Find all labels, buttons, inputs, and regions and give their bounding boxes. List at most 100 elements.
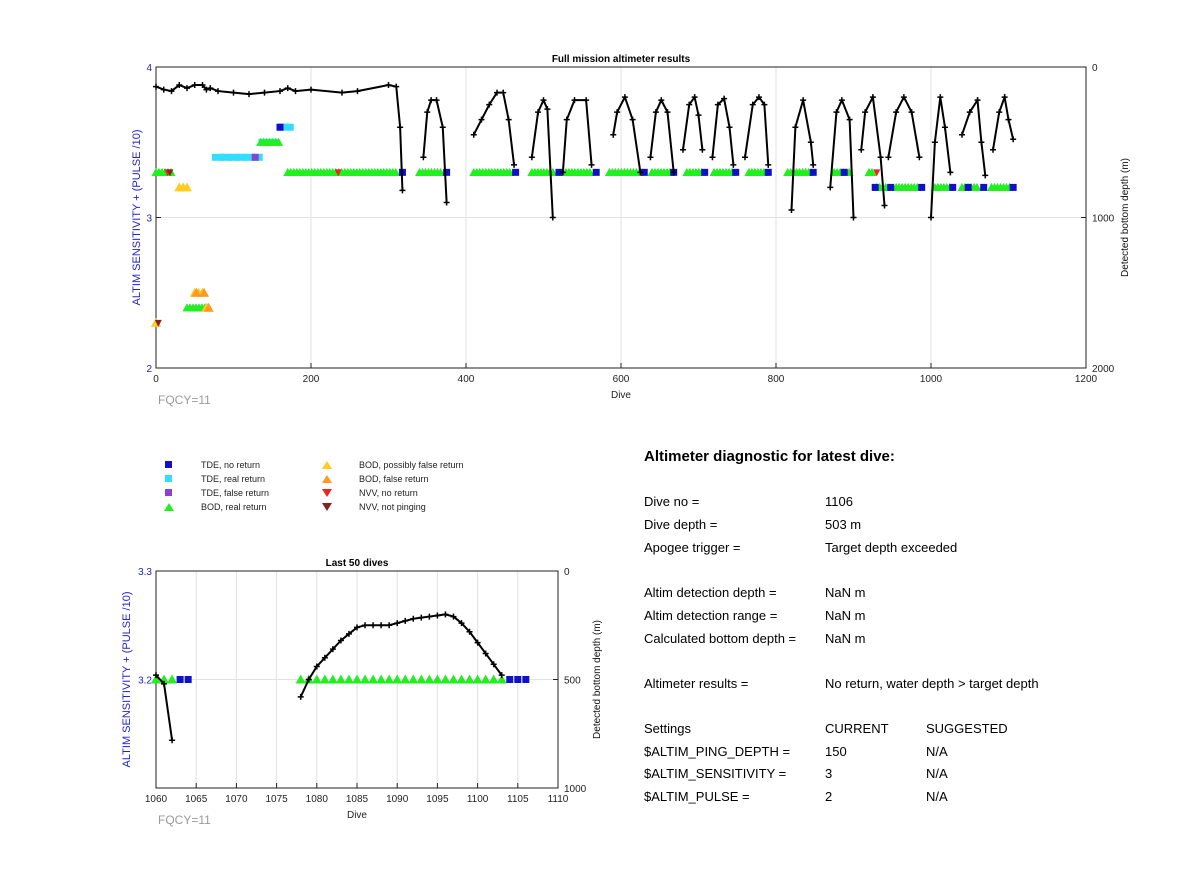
legend-label: BOD, real return [201,502,267,512]
depth-point [850,214,857,221]
diagnostic-label: Altimeter results = [644,676,749,691]
depth-point [833,109,840,116]
setting-label: $ALTIM_PING_DEPTH = [644,744,791,759]
depth-point [474,639,481,646]
nvv-not-pinging-marker [166,169,174,177]
x-tick-label: 800 [768,374,785,385]
y2-axis-label: Detected bottom depth (m) [592,620,603,739]
tde-no-return-marker [701,168,709,176]
x-tick-label: 1065 [185,794,208,805]
y-axis-label: ALTIM SENSITIVITY + (PULSE /10) [121,592,133,768]
legend-label: NVV, not pinging [359,502,426,512]
depth-line [530,97,554,218]
diagnostic-value: No return, water depth > target depth [825,676,1039,691]
depth-point [588,161,595,168]
depth-point [680,146,686,153]
legend-label: NVV, no return [359,488,418,498]
x-tick-label: 1090 [386,794,409,805]
depth-point [827,184,834,191]
depth-line [561,99,593,173]
depth-point [466,628,473,635]
bod-false-return-marker [199,287,210,297]
legend-label: TDE, no return [201,460,261,470]
depth-point [742,154,748,161]
depth-point [428,97,435,104]
depth-point [308,86,314,93]
depth-line [682,94,704,150]
bod-real-return-marker [456,674,467,684]
tde-no-return-marker [184,676,192,683]
depth-point [494,89,500,96]
depth-point [337,637,344,644]
depth-point [947,169,954,176]
depth-point [424,109,431,116]
tde-no-return-marker [764,168,772,176]
depth-point [610,131,617,138]
depth-point [207,85,214,92]
depth-line [612,94,642,173]
depth-point [721,95,728,102]
bod-real-return-marker [274,137,284,146]
depth-line [961,97,987,176]
depth-point [928,214,934,221]
depth-point [885,154,892,161]
setting-label: $ALTIM_SENSITIVITY = [644,766,787,781]
tde-no-return-marker [949,183,957,191]
tde-no-return-marker [840,168,848,176]
depth-point [168,88,175,95]
y2-tick-label: 500 [564,676,581,687]
bod-false-return-marker [191,287,202,297]
bod-real-return-marker [432,674,443,684]
legend-marker-square [165,475,172,482]
depth-point [916,154,923,161]
tde-real-return-marker [235,153,248,161]
y-tick-label: 3.3 [138,567,152,578]
bod-real-return-marker [400,674,411,684]
depth-point [393,83,400,90]
depth-point [362,622,369,629]
depth-point [528,154,535,161]
diagnostic-label: Dive depth = [644,517,718,532]
depth-point [583,97,590,104]
x-tick-label: 1070 [225,794,248,805]
legend-label: TDE, false return [201,488,270,498]
bod-real-return-marker [424,674,435,684]
chart-full-mission: 0 200 400 600 800 1000 1200 2 3 4 0 1000 2000 Full mi… [131,54,1131,407]
depth-point [810,161,817,168]
tde-no-return-marker [176,676,184,683]
depth-point [686,101,693,108]
depth-point [433,97,440,104]
depth-point [974,97,981,104]
bod-real-return-marker [327,674,338,684]
x-tick-label: 0 [153,374,159,385]
depth-point [869,94,876,101]
depth-point [755,94,762,101]
x-axis-label: Dive [611,390,631,401]
nvv-no-return-marker [334,169,342,177]
tde-real-return-marker [212,153,224,161]
diagnostic-value: NaN m [825,608,866,623]
depth-point [647,154,654,161]
diagnostic-value: Target depth exceeded [825,540,958,555]
depth-point [490,661,497,668]
depth-point [169,737,176,744]
depth-point [652,109,659,116]
bod-real-return-marker [472,674,483,684]
settings-header-label: Settings [644,721,691,736]
depth-point [846,116,853,123]
legend-marker-triangle-down [322,489,332,497]
fqcy-note: FQCY=11 [158,393,211,407]
diagnostic-label: Altim detection depth = [644,585,777,600]
tde-no-return-marker [506,676,514,683]
bod-real-return-marker [436,167,445,176]
depth-point [418,614,425,621]
diagnostic-label: Altim detection range = [644,608,778,623]
bod-real-return-marker [448,674,459,684]
depth-line [887,94,921,158]
depth-point [535,109,542,116]
bod-real-return-marker [867,167,877,176]
depth-point [339,89,345,96]
depth-point [191,82,198,89]
tde-real-return-marker [227,153,240,161]
depth-point [203,86,210,93]
